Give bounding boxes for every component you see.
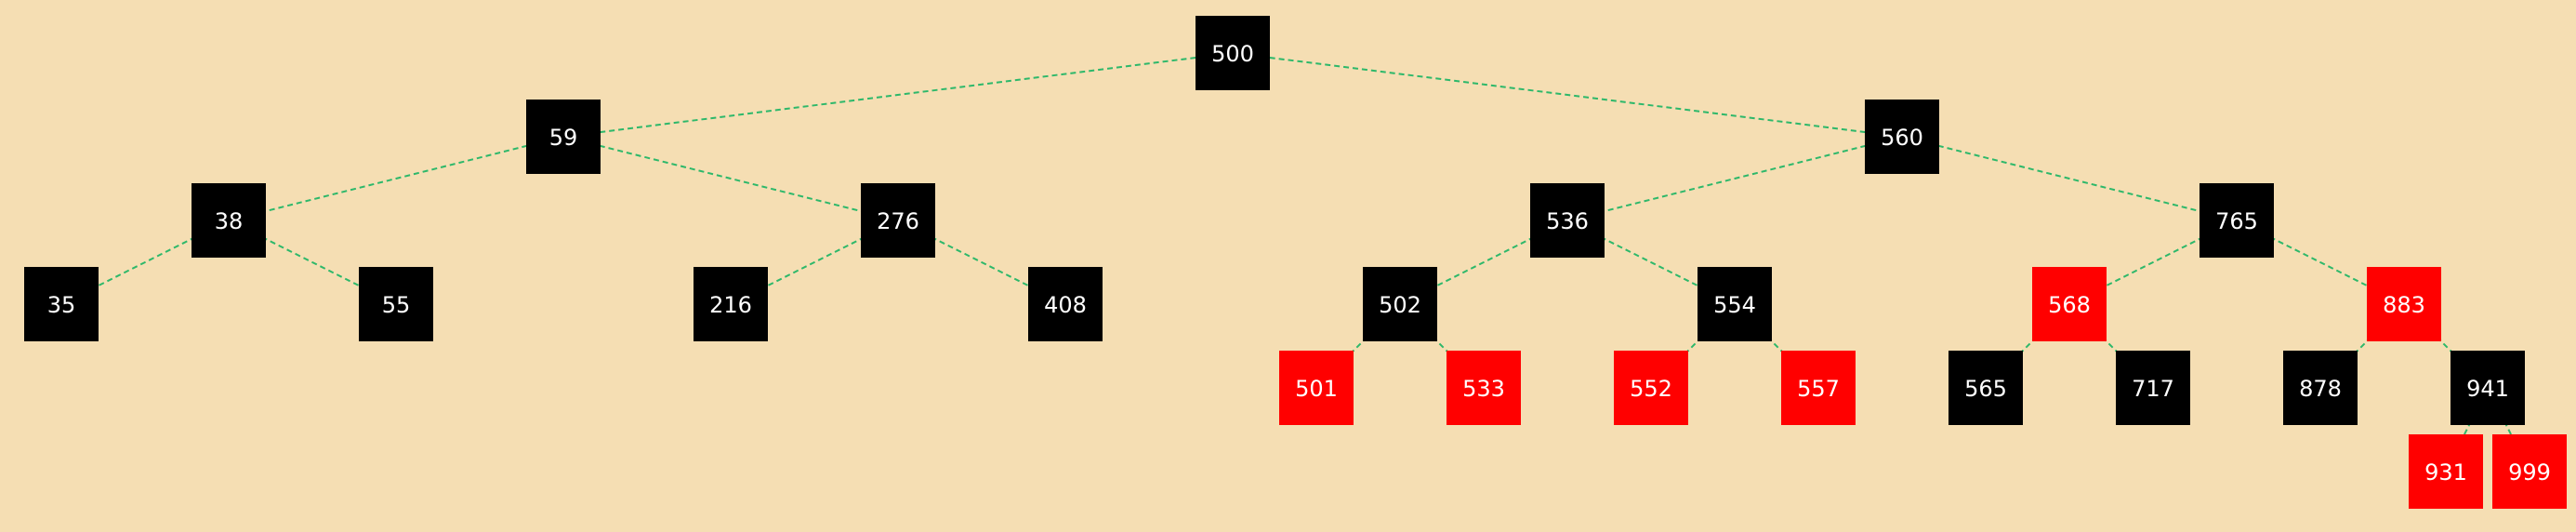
node-label-38: 38 <box>215 208 244 234</box>
node-box-55 <box>359 267 433 341</box>
node-label-35: 35 <box>47 292 76 318</box>
node-box-941 <box>2451 351 2525 425</box>
node-box-536 <box>1530 183 1605 258</box>
node-554: 554 <box>1698 267 1772 341</box>
node-box-560 <box>1865 100 1939 174</box>
edge-500-560 <box>1232 52 1903 138</box>
node-label-536: 536 <box>1546 208 1589 234</box>
node-box-999 <box>2492 434 2567 509</box>
node-408: 408 <box>1028 267 1103 341</box>
node-717: 717 <box>2116 351 2190 425</box>
node-box-565 <box>1949 351 2023 425</box>
node-box-501 <box>1279 351 1354 425</box>
node-box-554 <box>1698 267 1772 341</box>
node-label-216: 216 <box>709 292 752 318</box>
node-box-533 <box>1447 351 1521 425</box>
node-box-59 <box>526 100 601 174</box>
node-box-883 <box>2367 267 2441 341</box>
node-label-276: 276 <box>877 208 919 234</box>
node-label-59: 59 <box>549 125 578 151</box>
node-label-941: 941 <box>2466 376 2509 402</box>
node-565: 565 <box>1949 351 2023 425</box>
node-label-565: 565 <box>1964 376 2007 402</box>
node-502: 502 <box>1363 267 1437 341</box>
node-label-552: 552 <box>1630 376 1672 402</box>
node-label-568: 568 <box>2048 292 2091 318</box>
node-216: 216 <box>694 267 768 341</box>
node-box-717 <box>2116 351 2190 425</box>
node-label-500: 500 <box>1211 41 1254 67</box>
node-765: 765 <box>2200 183 2274 258</box>
node-552: 552 <box>1614 351 1688 425</box>
node-label-560: 560 <box>1881 125 1923 151</box>
node-941: 941 <box>2451 351 2525 425</box>
node-box-216 <box>694 267 768 341</box>
node-label-765: 765 <box>2215 208 2258 234</box>
node-276: 276 <box>861 183 935 258</box>
edge-500-59 <box>562 52 1234 138</box>
node-500: 500 <box>1196 16 1270 90</box>
node-box-35 <box>24 267 99 341</box>
node-501: 501 <box>1279 351 1354 425</box>
node-label-717: 717 <box>2132 376 2174 402</box>
node-label-557: 557 <box>1797 376 1840 402</box>
node-box-408 <box>1028 267 1103 341</box>
node-38: 38 <box>192 183 266 258</box>
node-box-557 <box>1781 351 1856 425</box>
node-999: 999 <box>2492 434 2567 509</box>
node-55: 55 <box>359 267 433 341</box>
node-box-568 <box>2032 267 2107 341</box>
node-box-38 <box>192 183 266 258</box>
node-35: 35 <box>24 267 99 341</box>
edge-59-276 <box>562 136 899 221</box>
tree-nodes: 500 59 560 38 276 536 765 35 55 216 408 502 554 568 88… <box>24 16 2567 509</box>
node-536: 536 <box>1530 183 1605 258</box>
node-label-878: 878 <box>2299 376 2342 402</box>
node-box-500 <box>1196 16 1270 90</box>
node-557: 557 <box>1781 351 1856 425</box>
node-label-408: 408 <box>1044 292 1087 318</box>
node-label-502: 502 <box>1379 292 1421 318</box>
edge-59-38 <box>228 136 564 221</box>
edge-560-765 <box>1901 136 2238 221</box>
node-box-552 <box>1614 351 1688 425</box>
node-533: 533 <box>1447 351 1521 425</box>
node-label-533: 533 <box>1462 376 1505 402</box>
node-label-554: 554 <box>1713 292 1756 318</box>
edge-560-536 <box>1566 136 1903 221</box>
node-box-931 <box>2409 434 2483 509</box>
node-label-501: 501 <box>1295 376 1338 402</box>
node-box-765 <box>2200 183 2274 258</box>
node-59: 59 <box>526 100 601 174</box>
node-560: 560 <box>1865 100 1939 174</box>
node-931: 931 <box>2409 434 2483 509</box>
node-box-502 <box>1363 267 1437 341</box>
node-label-999: 999 <box>2508 459 2551 485</box>
node-label-931: 931 <box>2424 459 2467 485</box>
node-883: 883 <box>2367 267 2441 341</box>
node-label-55: 55 <box>382 292 411 318</box>
node-878: 878 <box>2283 351 2358 425</box>
node-568: 568 <box>2032 267 2107 341</box>
node-label-883: 883 <box>2383 292 2425 318</box>
node-box-276 <box>861 183 935 258</box>
node-box-878 <box>2283 351 2358 425</box>
